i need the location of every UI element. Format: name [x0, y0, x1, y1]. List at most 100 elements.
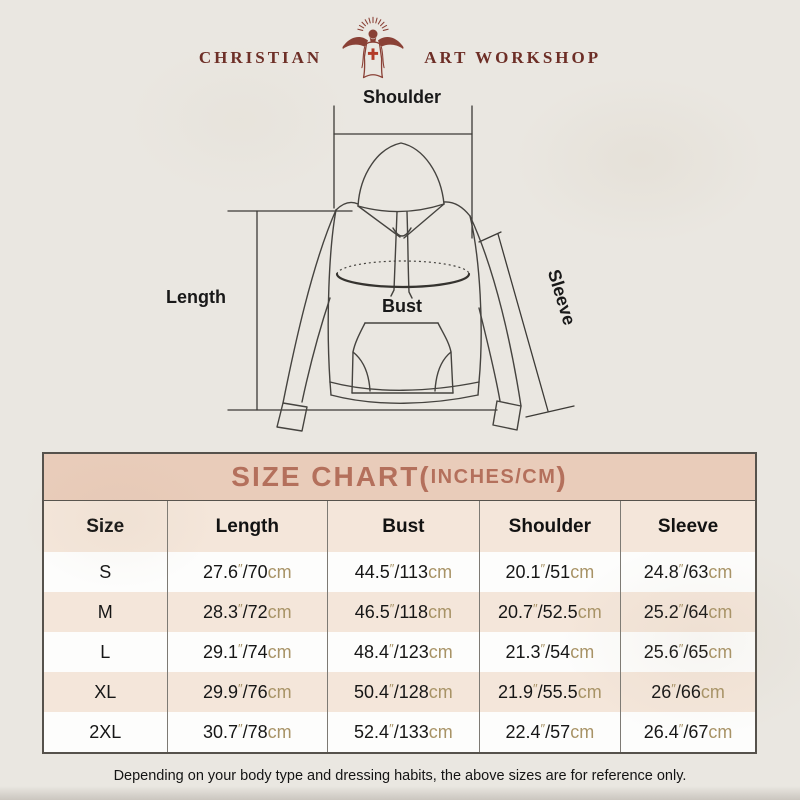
jesus-rays-cross-icon — [342, 16, 404, 79]
cm-value: /63 — [683, 561, 709, 582]
length-label: Length — [166, 287, 226, 307]
cm-unit: cm — [570, 561, 595, 582]
halo-rays — [357, 16, 389, 31]
cm-value: /74 — [242, 641, 268, 662]
cm-unit: cm — [708, 561, 733, 582]
cm-unit: cm — [708, 601, 733, 622]
sleeve-cell: 26″/66cm — [620, 672, 755, 712]
inch-mark: ″ — [678, 720, 684, 736]
size-cell: S — [44, 552, 167, 592]
inch-mark: ″ — [389, 720, 394, 736]
size-chart-title-units: INCHES/CM — [430, 465, 557, 488]
shoulder-cell: 22.4″/57cm — [478, 712, 621, 752]
cm-unit: cm — [577, 601, 602, 622]
inch-mark: ″ — [533, 680, 538, 696]
inch-mark: ″ — [671, 680, 676, 696]
inch-value: 20.7 — [498, 601, 534, 622]
body-outline — [327, 209, 482, 404]
cm-unit: cm — [428, 561, 453, 582]
inch-mark: ″ — [238, 560, 243, 576]
cm-unit: cm — [708, 721, 733, 742]
cm-value: /64 — [683, 601, 709, 622]
size-table-row: L 29.1″/74cm 48.4″/123cm 21.3″/54cm 25.6… — [44, 632, 755, 672]
cm-value: /133 — [393, 721, 429, 742]
column-header-shoulder: Shoulder — [478, 501, 621, 552]
cm-unit: cm — [428, 721, 453, 742]
size-cell: M — [44, 592, 167, 632]
bust-cell: 46.5″/118cm — [327, 592, 480, 632]
cm-value: /118 — [394, 601, 429, 622]
size-cell: XL — [44, 672, 167, 712]
cm-value: /55.5 — [537, 681, 578, 702]
column-header-sleeve: Sleeve — [620, 501, 755, 552]
sleeve-measure-lines — [478, 231, 575, 418]
hoodie-measurement-diagram: Shoulder Length Bust Sleeve — [150, 85, 670, 447]
cm-unit: cm — [267, 641, 292, 662]
size-table: Size Length Bust Shoulder Sleeve S 27.6″… — [44, 501, 755, 752]
inch-value: 21.9 — [498, 681, 534, 702]
inch-value: 29.9 — [202, 681, 239, 702]
column-header-size: Size — [44, 501, 167, 552]
sleeve-cell: 25.2″/64cm — [620, 592, 755, 632]
inch-value: 46.5 — [354, 601, 390, 622]
cm-unit: cm — [577, 681, 602, 702]
hoodie-outline-drawing: Shoulder Length Bust Sleeve — [166, 87, 580, 432]
size-table-header-row: Size Length Bust Shoulder Sleeve — [44, 501, 755, 552]
brand-name-left: CHRISTIAN — [198, 48, 323, 67]
inch-mark: ″ — [389, 640, 394, 656]
bust-cell: 50.4″/128cm — [327, 672, 480, 712]
length-cell: 28.3″/72cm — [166, 592, 328, 632]
sleeve-cell: 24.8″/63cm — [620, 552, 755, 592]
inch-value: 30.7 — [202, 721, 239, 742]
beard — [369, 37, 377, 42]
shoulder-label: Shoulder — [363, 87, 441, 107]
inch-value: 50.4 — [354, 681, 390, 702]
brand-name-right: ART WORKSHOP — [424, 48, 602, 67]
shoulder-measure-lines — [333, 105, 473, 239]
cm-unit: cm — [428, 681, 453, 702]
inch-value: 29.1 — [202, 641, 239, 662]
inch-value: 44.5 — [354, 561, 390, 582]
inch-mark: ″ — [540, 720, 546, 736]
pocket-outline — [351, 322, 454, 394]
robe-folds — [361, 46, 385, 69]
hood-outline — [357, 142, 445, 239]
inch-value: 28.3 — [202, 601, 239, 622]
cm-value: /113 — [394, 561, 429, 582]
cm-value: /128 — [393, 681, 429, 702]
bust-cell: 48.4″/123cm — [327, 632, 480, 672]
size-chart: SIZE CHART(INCHES/CM) Size Length Bust S… — [42, 452, 757, 754]
length-measure-lines — [227, 210, 498, 411]
cm-value: /76 — [242, 681, 268, 702]
size-cell: L — [44, 632, 167, 672]
cm-value: /70 — [242, 561, 268, 582]
sleeve-cell: 25.6″/65cm — [620, 632, 755, 672]
inch-mark: ″ — [389, 600, 395, 616]
inch-value: 25.2 — [643, 601, 679, 622]
size-table-body: S 27.6″/70cm 44.5″/113cm 20.1″/51cm 24.8… — [44, 552, 755, 752]
cm-value: /65 — [683, 641, 709, 662]
inch-mark: ″ — [389, 560, 395, 576]
shoulder-cell: 20.1″/51cm — [478, 552, 621, 592]
inch-value: 52.4 — [354, 721, 390, 742]
inch-value: 24.8 — [643, 561, 679, 582]
cross-icon — [368, 48, 379, 60]
inch-value: 48.4 — [354, 641, 390, 662]
inch-mark: ″ — [540, 640, 546, 656]
size-cell: 2XL — [44, 712, 167, 752]
inch-value: 21.3 — [505, 641, 541, 662]
right-sleeve-outline — [469, 215, 522, 431]
inch-mark: ″ — [238, 600, 243, 616]
size-table-row: XL 29.9″/76cm 50.4″/128cm 21.9″/55.5cm 2… — [44, 672, 755, 712]
cm-unit: cm — [700, 681, 725, 702]
inch-mark: ″ — [678, 600, 684, 616]
size-chart-title-text: SIZE CHART( — [231, 461, 431, 492]
brand-header: CHRISTIAN ART WORKSHOP — [0, 6, 800, 90]
inch-mark: ″ — [389, 680, 394, 696]
cm-value: /57 — [545, 721, 571, 742]
inch-value: 27.6 — [202, 561, 239, 582]
cm-value: /72 — [242, 601, 268, 622]
shoulder-seams — [335, 201, 471, 217]
size-table-row: M 28.3″/72cm 46.5″/118cm 20.7″/52.5cm 25… — [44, 592, 755, 632]
